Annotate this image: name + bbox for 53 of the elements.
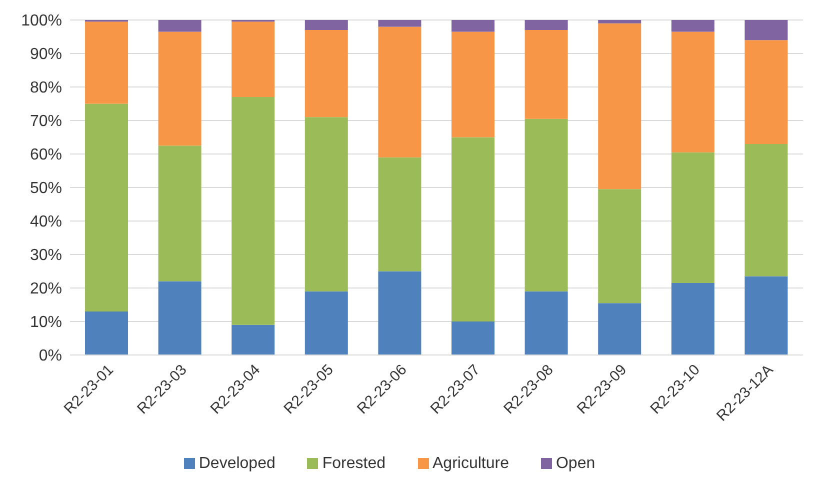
- bar: [524, 291, 568, 355]
- bar: [671, 282, 714, 355]
- bar: [671, 20, 714, 32]
- bar: [524, 30, 568, 119]
- bar: [158, 32, 202, 146]
- y-tick-label: 80%: [30, 80, 62, 97]
- bar: [85, 22, 128, 104]
- bar: [158, 281, 202, 355]
- bar: [304, 117, 348, 292]
- bar: [598, 189, 642, 304]
- y-tick-label: 0%: [38, 348, 62, 365]
- y-tick-label: 10%: [30, 314, 62, 332]
- bar: [744, 20, 788, 40]
- y-tick-label: 70%: [30, 113, 62, 130]
- bar: [598, 23, 642, 190]
- bar: [598, 20, 642, 24]
- bar: [378, 157, 422, 272]
- bar: [452, 32, 494, 138]
- y-tick-label: 40%: [30, 214, 62, 231]
- bar: [671, 152, 714, 283]
- bar: [158, 146, 202, 282]
- bar: [378, 26, 422, 158]
- bar: [671, 32, 714, 152]
- y-tick-label: 100%: [21, 12, 62, 30]
- bar: [232, 324, 275, 355]
- bar: [85, 311, 128, 355]
- y-tick-label: 60%: [30, 146, 62, 164]
- bar: [452, 137, 494, 322]
- bar: [378, 20, 422, 27]
- y-tick-label: 20%: [30, 280, 62, 298]
- bar: [232, 22, 275, 98]
- y-tick-label: 90%: [30, 46, 62, 64]
- bar: [304, 30, 348, 118]
- bar: [744, 40, 788, 144]
- bar: [452, 322, 494, 355]
- bar: [524, 20, 568, 30]
- bar: [85, 104, 128, 312]
- bar: [744, 144, 788, 276]
- bar: [524, 118, 568, 292]
- bar: [378, 271, 422, 355]
- legend-label: Open: [556, 455, 596, 472]
- bar: [304, 20, 348, 30]
- legend-label: Forested: [322, 455, 386, 472]
- legend-label: Agriculture: [432, 455, 509, 472]
- bar: [598, 303, 642, 355]
- bar: [452, 20, 494, 32]
- bar: [744, 276, 788, 355]
- y-tick-label: 50%: [30, 180, 62, 198]
- legend-label: Developed: [198, 455, 276, 472]
- bar: [304, 291, 348, 355]
- bar: [158, 20, 202, 32]
- bar: [232, 97, 275, 325]
- y-tick-label: 30%: [30, 247, 62, 264]
